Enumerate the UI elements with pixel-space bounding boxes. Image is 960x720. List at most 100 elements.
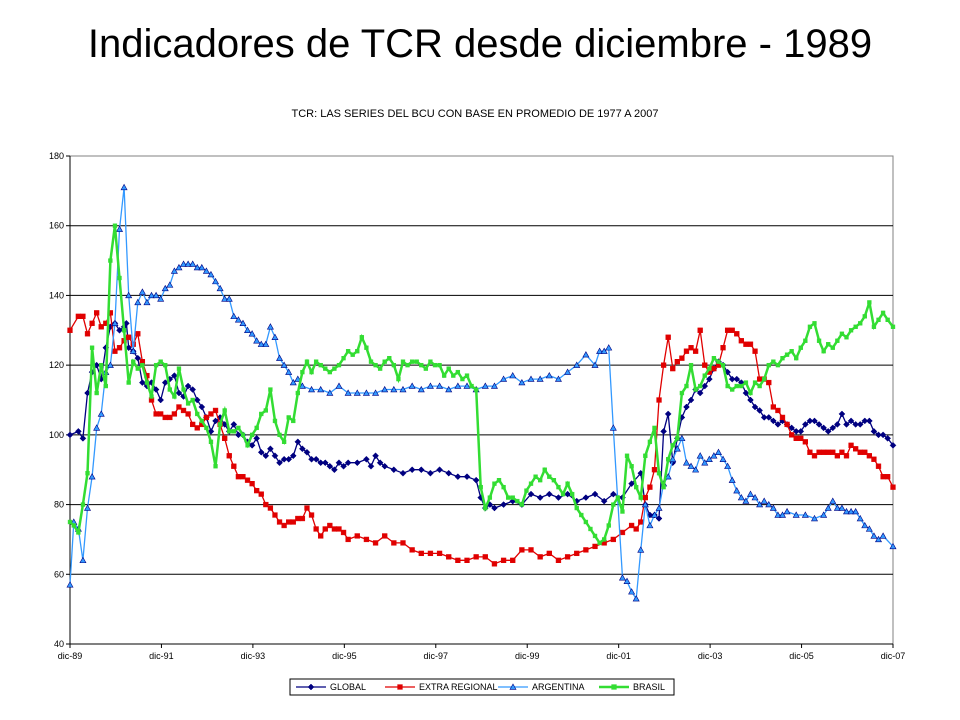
data-point (473, 554, 479, 560)
data-point (245, 443, 250, 448)
data-point (500, 375, 508, 382)
data-point (295, 515, 301, 522)
data-point (510, 495, 515, 500)
data-point (158, 359, 163, 364)
data-point (396, 376, 401, 382)
data-point (262, 340, 270, 347)
data-point (163, 362, 168, 368)
data-point (235, 474, 242, 480)
data-point (268, 387, 273, 392)
data-point (536, 494, 544, 501)
data-point (582, 351, 590, 358)
data-point (281, 439, 287, 444)
data-point (743, 341, 749, 347)
data-point (738, 338, 744, 344)
data-point (381, 462, 389, 470)
data-point (405, 362, 410, 368)
data-point (354, 533, 360, 539)
data-point (244, 477, 251, 483)
data-point (843, 421, 850, 428)
data-point (318, 362, 323, 368)
data-point (885, 474, 891, 480)
data-point (336, 526, 342, 532)
data-point (417, 385, 425, 393)
data-point (620, 509, 625, 514)
y-tick-label: 80 (54, 500, 64, 510)
data-point (853, 324, 858, 329)
data-point (189, 386, 197, 393)
data-point (76, 530, 81, 535)
data-point (879, 431, 887, 439)
data-point (331, 466, 338, 474)
data-point (518, 378, 526, 386)
data-point (890, 324, 896, 329)
data-point (730, 387, 735, 392)
data-point (602, 537, 607, 542)
data-point (294, 438, 302, 446)
data-point (496, 478, 502, 483)
data-point (227, 429, 232, 434)
data-point (336, 362, 342, 368)
data-point (428, 359, 433, 364)
data-point (313, 359, 319, 364)
data-point (716, 359, 721, 364)
data-point (193, 396, 201, 404)
data-point (824, 504, 832, 511)
data-point (890, 484, 896, 490)
legend-label: GLOBAL (330, 682, 366, 692)
data-point (870, 532, 878, 539)
data-point (524, 488, 529, 493)
data-point (844, 335, 849, 340)
data-point (693, 387, 698, 392)
data-point (135, 331, 141, 337)
data-point (202, 267, 210, 274)
data-point (272, 512, 278, 518)
data-point (254, 425, 259, 431)
data-point (149, 394, 154, 399)
data-point (190, 397, 195, 403)
data-point (574, 550, 580, 557)
data-point (88, 473, 96, 480)
data-point (794, 356, 799, 361)
data-point (757, 383, 762, 389)
data-point (281, 522, 287, 529)
data-point (157, 295, 165, 302)
data-point (609, 490, 617, 498)
data-point (611, 502, 616, 507)
data-point (300, 369, 305, 375)
data-point (117, 275, 122, 281)
slide-title: Indicadores de TCR desde diciembre - 198… (87, 22, 873, 66)
data-point (664, 410, 672, 418)
data-point (152, 386, 160, 393)
data-point (839, 449, 845, 455)
data-point (632, 595, 640, 602)
data-point (688, 345, 694, 351)
data-point (798, 435, 804, 441)
data-point (660, 362, 667, 368)
data-point (775, 407, 781, 414)
data-point (312, 455, 320, 463)
data-point (135, 366, 140, 371)
data-point (871, 324, 877, 329)
data-point (108, 258, 113, 263)
data-point (569, 491, 575, 497)
series-extra-regional (67, 310, 896, 567)
data-point (801, 511, 809, 518)
data-point (692, 466, 700, 473)
data-point (144, 380, 150, 385)
data-point (618, 574, 626, 581)
data-point (304, 505, 310, 511)
data-point (811, 453, 818, 459)
data-point (308, 512, 315, 518)
legend-swatch-marker (509, 683, 517, 690)
data-point (258, 491, 264, 497)
data-point (276, 354, 284, 361)
data-point (650, 511, 658, 518)
data-point (400, 540, 406, 546)
x-tick-label: dic-03 (698, 651, 723, 661)
data-point (724, 462, 732, 469)
data-point (696, 389, 704, 397)
data-point (75, 428, 82, 435)
data-point (249, 432, 255, 438)
data-point (852, 507, 860, 515)
